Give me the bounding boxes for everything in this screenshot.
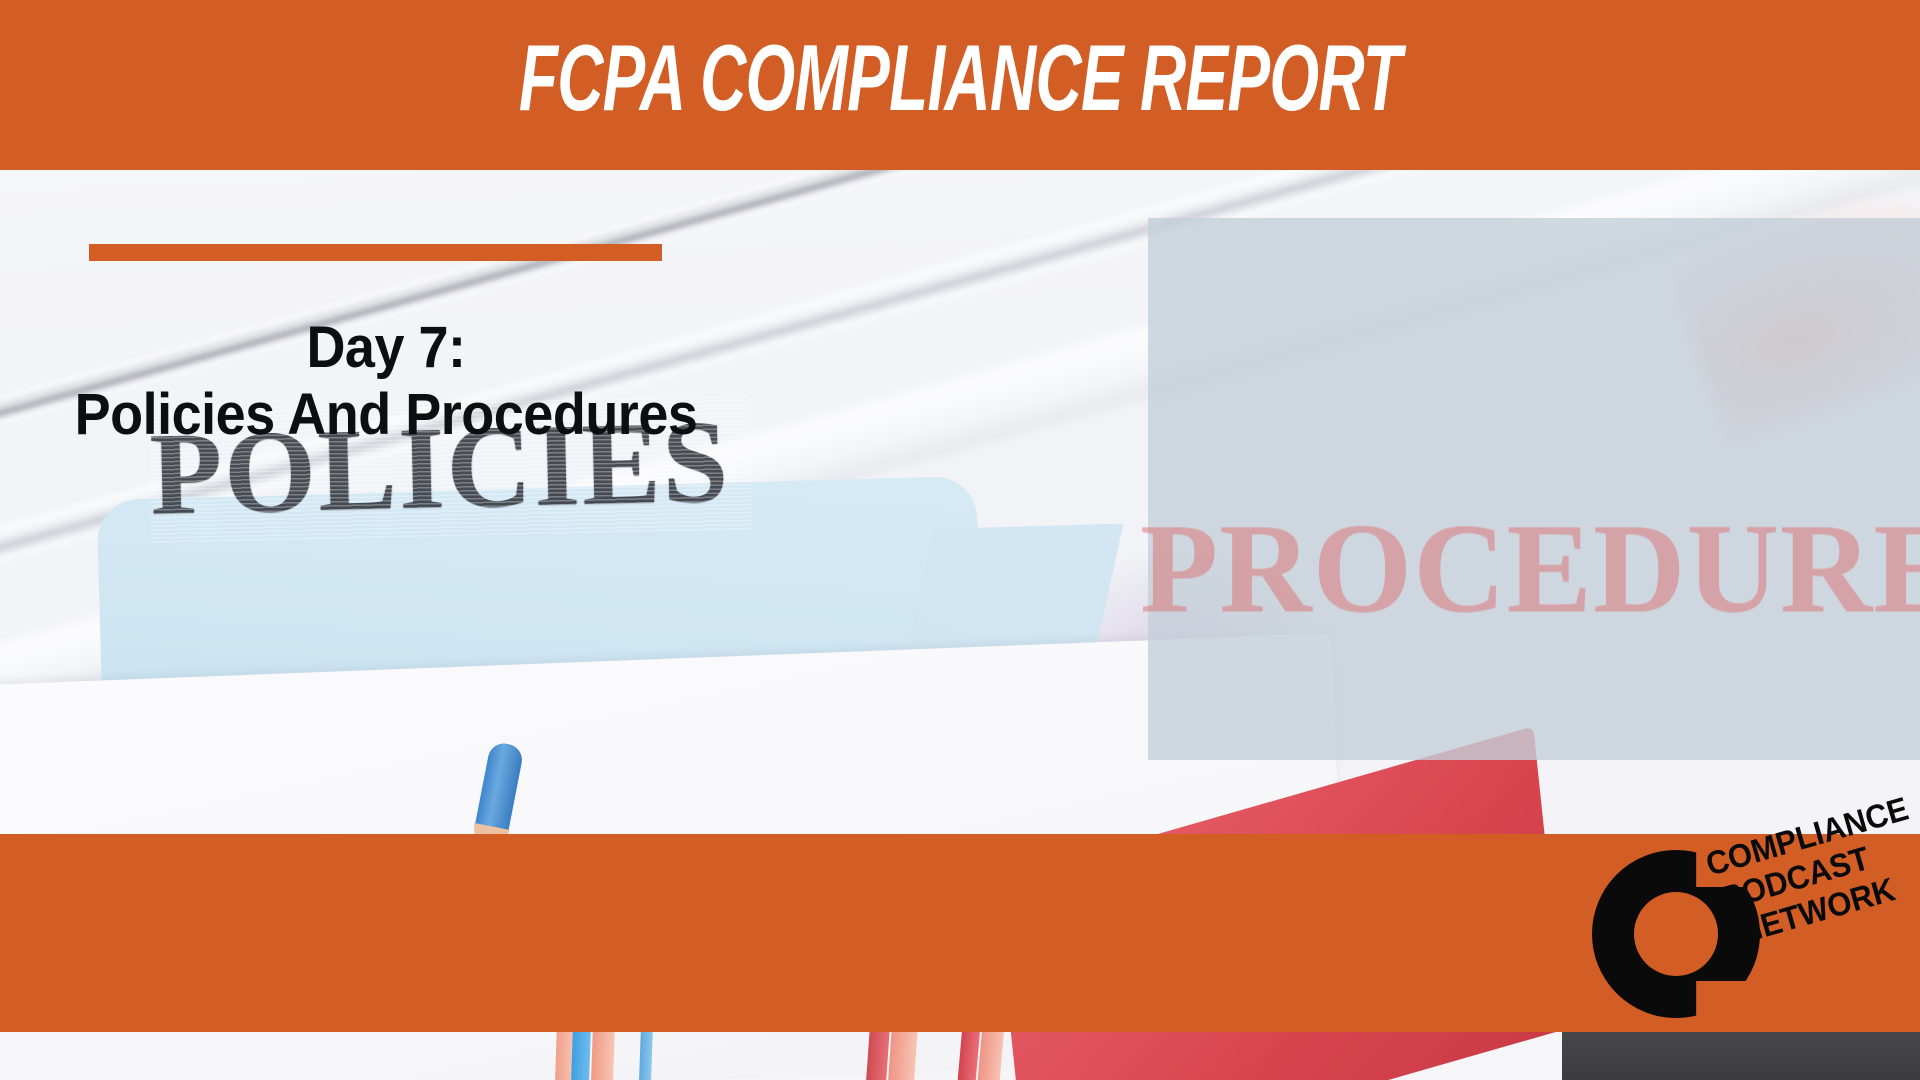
pencil-red-g (957, 1025, 981, 1080)
panel-divider-bar (89, 244, 662, 261)
episode-info-panel (1148, 218, 1920, 760)
procedures-watermark-text: PROCEDURES (1140, 497, 1920, 639)
episode-day-label: Day 7: (306, 315, 466, 380)
pencil-salmon-h (977, 1025, 1005, 1080)
pencil-red-e (866, 1025, 890, 1080)
pencil-salmon-f (888, 1025, 918, 1080)
pencil-blue-b (571, 1025, 591, 1080)
episode-subject-label: Policies And Procedures (74, 382, 698, 447)
pencil-salmon-a (555, 1025, 573, 1080)
header-band: FCPA COMPLIANCE REPORT (0, 0, 1920, 170)
pencil-salmon-c (591, 1025, 615, 1080)
bottom-pencils-strip (0, 1025, 1920, 1080)
show-title: FCPA COMPLIANCE REPORT (518, 25, 1402, 130)
compliance-podcast-network-logo: COMPLIANCE PODCAST NETWORK (1592, 790, 1912, 1024)
pencil-blue-d (639, 1025, 653, 1080)
